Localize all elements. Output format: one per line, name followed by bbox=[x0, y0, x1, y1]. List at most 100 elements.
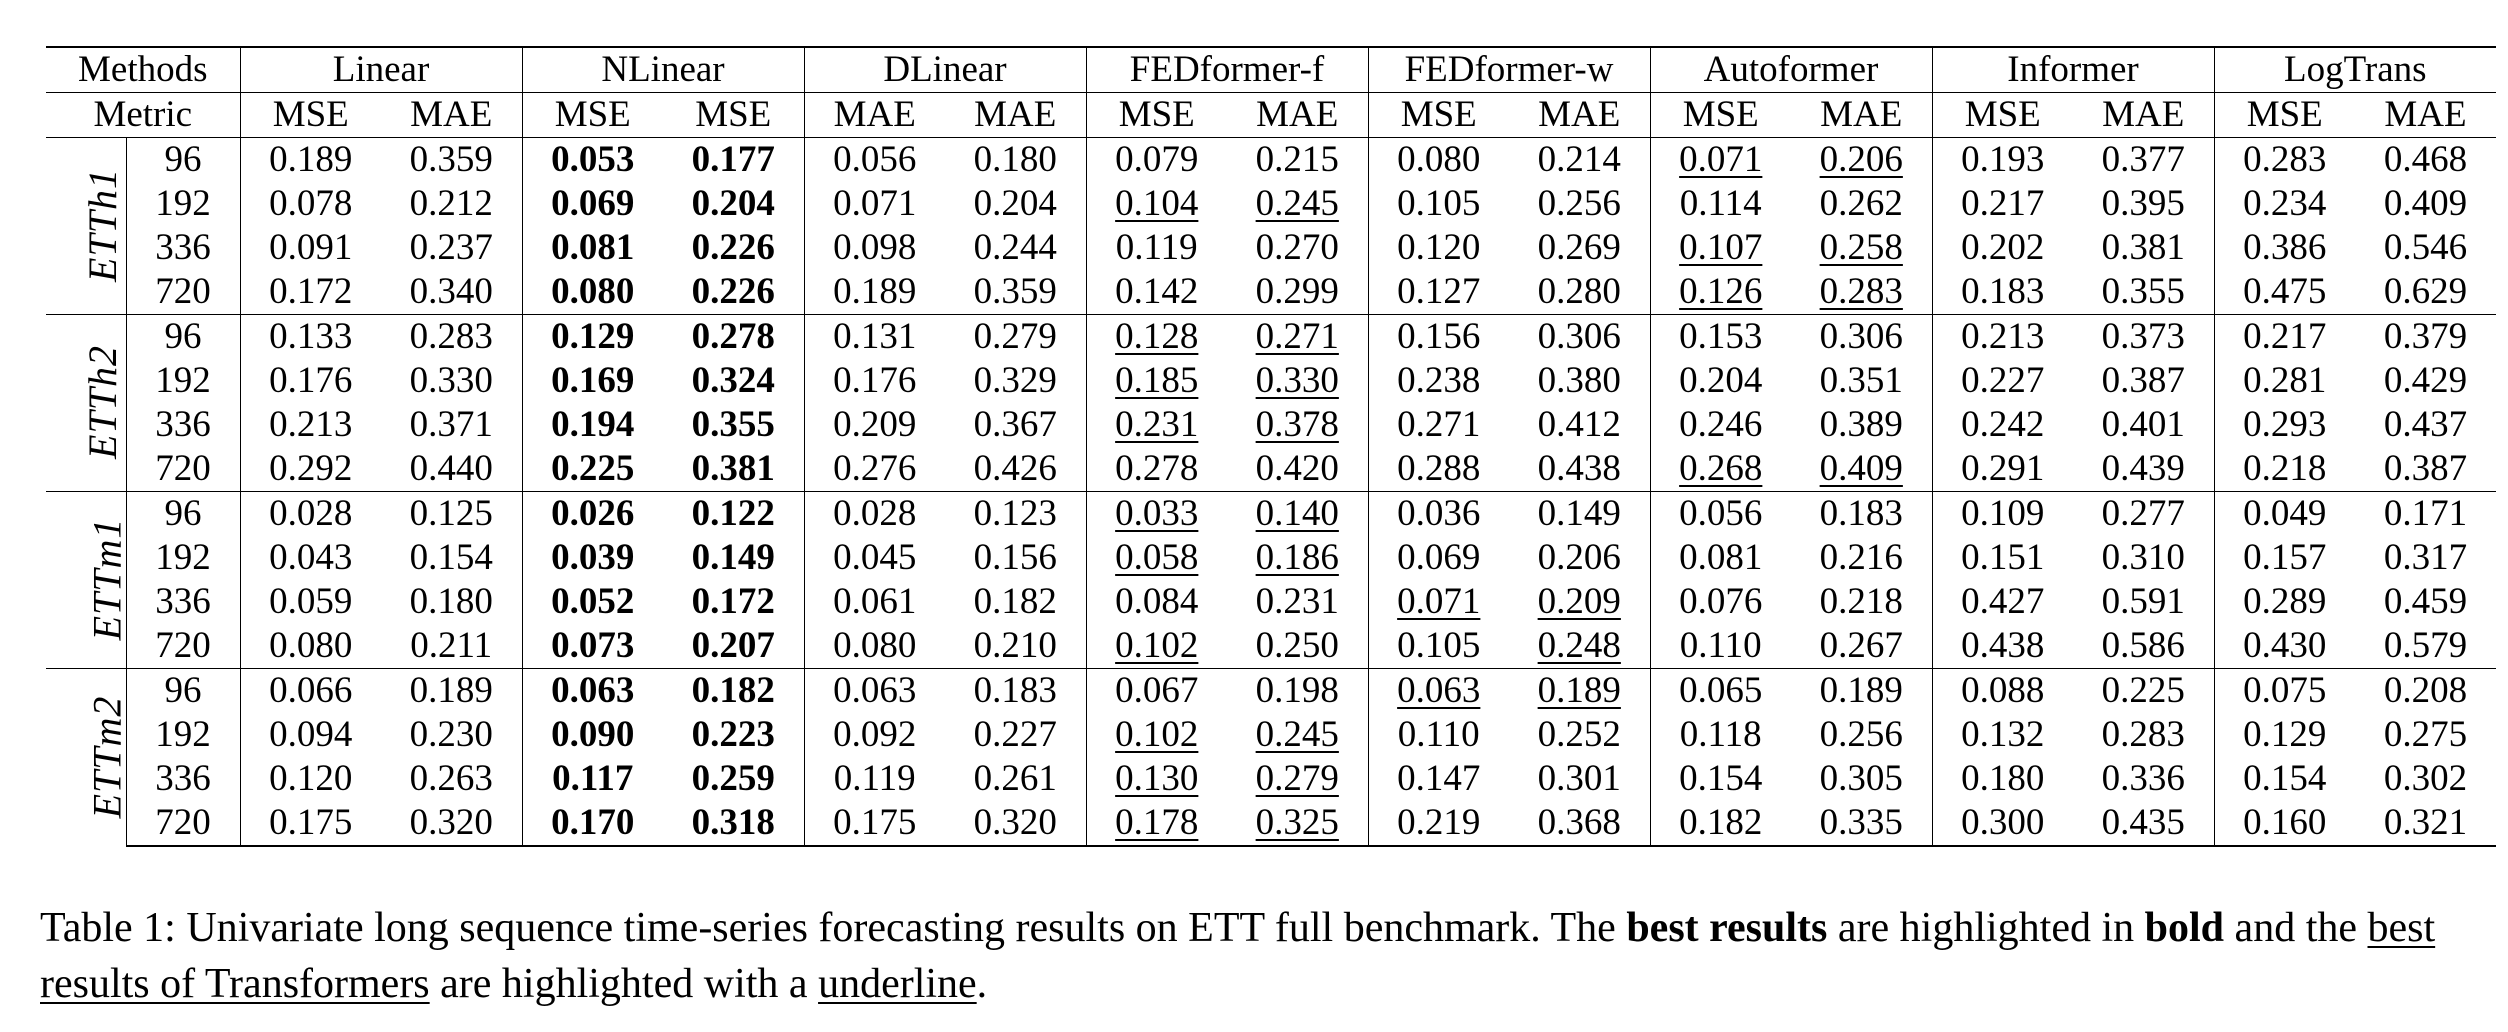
horizon-cell: 336 bbox=[126, 580, 241, 624]
metric-cell: MSE bbox=[1932, 92, 2073, 138]
value-cell: 0.156 bbox=[1368, 314, 1509, 359]
value-text: 0.080 bbox=[833, 625, 917, 666]
value-cell: 0.289 bbox=[2214, 580, 2355, 624]
value-text: 0.389 bbox=[1819, 404, 1903, 445]
value-cell: 0.069 bbox=[522, 182, 663, 226]
dataset-cell: ETTh2 bbox=[46, 314, 127, 492]
value-cell: 0.056 bbox=[1650, 491, 1791, 536]
caption-text: . bbox=[976, 961, 988, 1007]
value-text: 0.268 bbox=[1679, 448, 1763, 489]
value-text: 0.401 bbox=[2101, 404, 2185, 445]
value-text: 0.061 bbox=[833, 581, 917, 622]
value-text: 0.278 bbox=[1115, 448, 1199, 489]
value-text: 0.189 bbox=[833, 271, 917, 312]
value-cell: 0.269 bbox=[1509, 226, 1651, 270]
metric-row: Metric MSE MAE MSE MSE MAE MAE MSE MAE MSE MAE MSE M… bbox=[46, 92, 2496, 138]
value-text: 0.075 bbox=[2243, 670, 2327, 711]
value-cell: 0.180 bbox=[381, 580, 523, 624]
value-text: 0.154 bbox=[1679, 758, 1763, 799]
value-text: 0.579 bbox=[2383, 625, 2468, 666]
value-cell: 0.226 bbox=[663, 270, 805, 315]
value-text: 0.090 bbox=[551, 714, 635, 755]
value-cell: 0.329 bbox=[945, 359, 1087, 403]
value-text: 0.276 bbox=[833, 448, 917, 489]
value-text: 0.122 bbox=[691, 493, 775, 534]
value-text: 0.259 bbox=[691, 758, 775, 799]
value-text: 0.263 bbox=[409, 758, 493, 799]
value-text: 0.429 bbox=[2383, 360, 2468, 401]
value-cell: 0.098 bbox=[804, 226, 945, 270]
value-text: 0.320 bbox=[409, 802, 493, 843]
value-cell: 0.280 bbox=[1509, 270, 1651, 315]
value-cell: 0.430 bbox=[2214, 624, 2355, 669]
value-cell: 0.080 bbox=[804, 624, 945, 669]
value-cell: 0.459 bbox=[2355, 580, 2496, 624]
value-cell: 0.119 bbox=[1086, 226, 1227, 270]
value-text: 0.409 bbox=[1819, 448, 1903, 489]
value-cell: 0.081 bbox=[522, 226, 663, 270]
value-cell: 0.291 bbox=[1932, 447, 2073, 492]
value-cell: 0.073 bbox=[522, 624, 663, 669]
value-cell: 0.156 bbox=[945, 536, 1087, 580]
value-cell: 0.189 bbox=[1791, 668, 1933, 713]
value-text: 0.359 bbox=[973, 271, 1057, 312]
value-text: 0.204 bbox=[1679, 360, 1763, 401]
value-text: 0.206 bbox=[1537, 537, 1621, 578]
value-cell: 0.248 bbox=[1509, 624, 1651, 669]
value-text: 0.056 bbox=[833, 139, 917, 180]
header-cell: Informer bbox=[1932, 46, 2215, 93]
metric-cell: MSE bbox=[1086, 92, 1227, 138]
value-cell: 0.300 bbox=[1932, 801, 2073, 847]
value-text: 0.028 bbox=[269, 493, 353, 534]
value-cell: 0.426 bbox=[945, 447, 1087, 492]
value-cell: 0.579 bbox=[2355, 624, 2496, 669]
value-text: 0.130 bbox=[1115, 758, 1199, 799]
value-cell: 0.302 bbox=[2355, 757, 2496, 801]
value-text: 0.160 bbox=[2243, 802, 2327, 843]
value-text: 0.379 bbox=[2383, 316, 2468, 357]
value-text: 0.317 bbox=[2383, 537, 2468, 578]
value-text: 0.183 bbox=[1819, 493, 1903, 534]
value-cell: 0.079 bbox=[1086, 137, 1227, 182]
value-cell: 0.320 bbox=[381, 801, 523, 847]
value-cell: 0.335 bbox=[1791, 801, 1933, 847]
value-text: 0.169 bbox=[551, 360, 635, 401]
value-cell: 0.149 bbox=[663, 536, 805, 580]
value-text: 0.102 bbox=[1115, 625, 1199, 666]
value-cell: 0.061 bbox=[804, 580, 945, 624]
value-cell: 0.420 bbox=[1227, 447, 1369, 492]
value-cell: 0.377 bbox=[2073, 137, 2215, 182]
value-text: 0.117 bbox=[552, 758, 634, 799]
value-cell: 0.081 bbox=[1650, 536, 1791, 580]
value-cell: 0.172 bbox=[663, 580, 805, 624]
value-text: 0.105 bbox=[1397, 183, 1481, 224]
value-cell: 0.242 bbox=[1932, 403, 2073, 447]
value-cell: 0.278 bbox=[1086, 447, 1227, 492]
value-cell: 0.094 bbox=[240, 713, 381, 757]
value-cell: 0.373 bbox=[2073, 314, 2215, 359]
value-text: 0.071 bbox=[833, 183, 917, 224]
value-cell: 0.154 bbox=[2214, 757, 2355, 801]
value-text: 0.067 bbox=[1115, 670, 1199, 711]
value-cell: 0.154 bbox=[381, 536, 523, 580]
value-text: 0.279 bbox=[973, 316, 1057, 357]
value-cell: 0.306 bbox=[1509, 314, 1651, 359]
value-text: 0.026 bbox=[551, 493, 635, 534]
value-text: 0.277 bbox=[2101, 493, 2185, 534]
value-cell: 0.271 bbox=[1227, 314, 1369, 359]
value-cell: 0.321 bbox=[2355, 801, 2496, 847]
value-cell: 0.283 bbox=[1791, 270, 1933, 315]
value-text: 0.329 bbox=[973, 360, 1057, 401]
value-text: 0.189 bbox=[269, 139, 353, 180]
value-text: 0.387 bbox=[2101, 360, 2185, 401]
value-text: 0.409 bbox=[2383, 183, 2468, 224]
value-text: 0.107 bbox=[1679, 227, 1763, 268]
value-cell: 0.271 bbox=[1368, 403, 1509, 447]
value-text: 0.172 bbox=[269, 271, 353, 312]
value-text: 0.440 bbox=[409, 448, 493, 489]
value-text: 0.412 bbox=[1537, 404, 1621, 445]
metric-cell: MAE bbox=[1509, 92, 1651, 138]
value-cell: 0.629 bbox=[2355, 270, 2496, 315]
value-cell: 0.105 bbox=[1368, 624, 1509, 669]
value-cell: 0.261 bbox=[945, 757, 1087, 801]
